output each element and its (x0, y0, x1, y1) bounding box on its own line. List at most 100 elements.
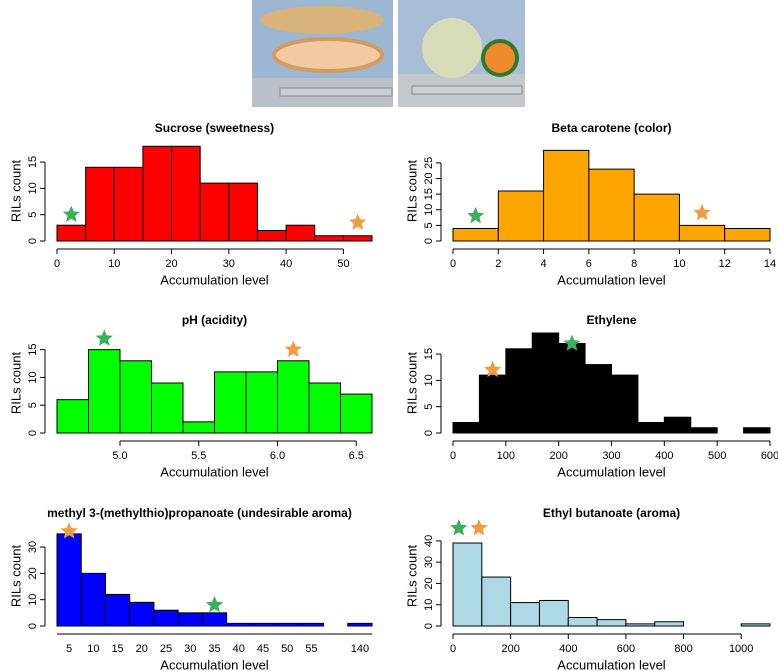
y-tick-label: 20 (423, 172, 435, 184)
ruler (411, 85, 523, 95)
bar (214, 371, 247, 434)
y-tick-label: 0 (423, 623, 435, 629)
bar (153, 609, 179, 627)
x-tick-label: 600 (617, 643, 635, 655)
bar (611, 374, 639, 434)
x-tick-label: 6.5 (349, 450, 364, 462)
x-axis-label: Accumulation level (557, 657, 665, 671)
chart-title: methyl 3-(methylthio)propanoate (undesir… (47, 506, 352, 520)
y-axis-label: RILs count (8, 352, 23, 415)
chart-title: Sucrose (sweetness) (155, 121, 274, 135)
x-tick-label: 30 (184, 643, 196, 655)
bar (497, 190, 545, 242)
y-tick-label: 5 (423, 222, 435, 228)
x-tick-label: 1000 (729, 643, 753, 655)
x-tick-label: 0 (450, 643, 456, 655)
bar (245, 371, 278, 434)
bar (690, 427, 718, 434)
y-tick-label: 0 (423, 238, 435, 244)
parent-star (563, 334, 581, 351)
x-tick-label: 2 (495, 258, 501, 270)
bar (531, 332, 560, 434)
bar (119, 360, 152, 434)
bar (129, 601, 155, 627)
x-tick-label: 400 (559, 643, 577, 655)
x-tick-label: 55 (305, 643, 317, 655)
x-tick-label: 25 (160, 643, 172, 655)
parent-star (484, 360, 502, 378)
y-tick-label: 0 (423, 430, 435, 436)
x-tick-label: 10 (87, 643, 99, 655)
bar (678, 224, 726, 242)
x-tick-label: 5.5 (191, 450, 206, 462)
x-tick-label: 0 (450, 450, 456, 462)
bar (85, 166, 115, 242)
bar (151, 382, 184, 434)
bar (637, 421, 665, 434)
chart-title: Ethylene (586, 313, 636, 327)
bar (452, 542, 483, 627)
x-tick-label: 200 (501, 643, 519, 655)
y-tick-label: 25 (423, 157, 435, 169)
bar (342, 235, 373, 242)
x-axis-label: Accumulation level (160, 464, 268, 479)
y-axis-label: RILs count (404, 352, 419, 415)
bar (256, 229, 287, 242)
y-tick-label: 20 (423, 577, 435, 589)
bar (314, 235, 344, 242)
parent-star (349, 213, 367, 230)
parent-star (62, 205, 80, 222)
y-tick-label: 10 (27, 182, 39, 194)
x-tick-label: 40 (233, 643, 245, 655)
bar (285, 224, 316, 242)
bar (663, 416, 692, 434)
x-tick-label: 20 (165, 258, 177, 270)
bar (505, 348, 533, 434)
x-tick-label: 15 (111, 643, 123, 655)
x-tick-label: 500 (708, 450, 726, 462)
x-tick-label: 5 (66, 643, 72, 655)
x-tick-label: 10 (108, 258, 120, 270)
parent-star (470, 519, 488, 536)
parent-star (60, 522, 78, 539)
parent-star (205, 595, 224, 613)
bar (226, 622, 252, 627)
bar (113, 166, 144, 242)
y-tick-label: 15 (27, 156, 39, 168)
parent-star (95, 329, 113, 346)
x-tick-label: 40 (280, 258, 292, 270)
y-tick-label: 40 (423, 535, 435, 547)
y-axis-label: RILs count (8, 545, 23, 608)
chart-title: Ethyl butanoate (aroma) (543, 506, 680, 520)
x-tick-label: 4 (541, 258, 547, 270)
x-tick-label: 800 (674, 643, 692, 655)
y-axis-label: RILs count (404, 160, 419, 223)
x-tick-label: 10 (673, 258, 685, 270)
bar (724, 228, 771, 242)
bar (558, 343, 586, 434)
y-tick-label: 5 (27, 212, 39, 218)
y-tick-label: 30 (27, 541, 39, 553)
y-tick-label: 0 (27, 430, 39, 436)
x-tick-label: 6.0 (270, 450, 285, 462)
x-tick-label: 35 (208, 643, 220, 655)
y-tick-label: 10 (423, 204, 435, 216)
x-tick-label: 45 (257, 643, 269, 655)
bar (56, 399, 89, 434)
x-axis-label: Accumulation level (160, 657, 268, 671)
x-tick-label: 20 (136, 643, 148, 655)
y-tick-label: 30 (423, 556, 435, 568)
y-tick-label: 10 (27, 371, 39, 383)
bar (142, 145, 173, 242)
melon-flesh (485, 43, 515, 73)
bar (588, 168, 635, 242)
x-axis-label: Accumulation level (557, 464, 665, 479)
bar (56, 224, 87, 242)
bar (171, 145, 201, 242)
bar (274, 622, 300, 627)
x-tick-label: 200 (549, 450, 567, 462)
bar (56, 533, 82, 627)
x-tick-label: 50 (281, 643, 293, 655)
bar (478, 374, 507, 434)
